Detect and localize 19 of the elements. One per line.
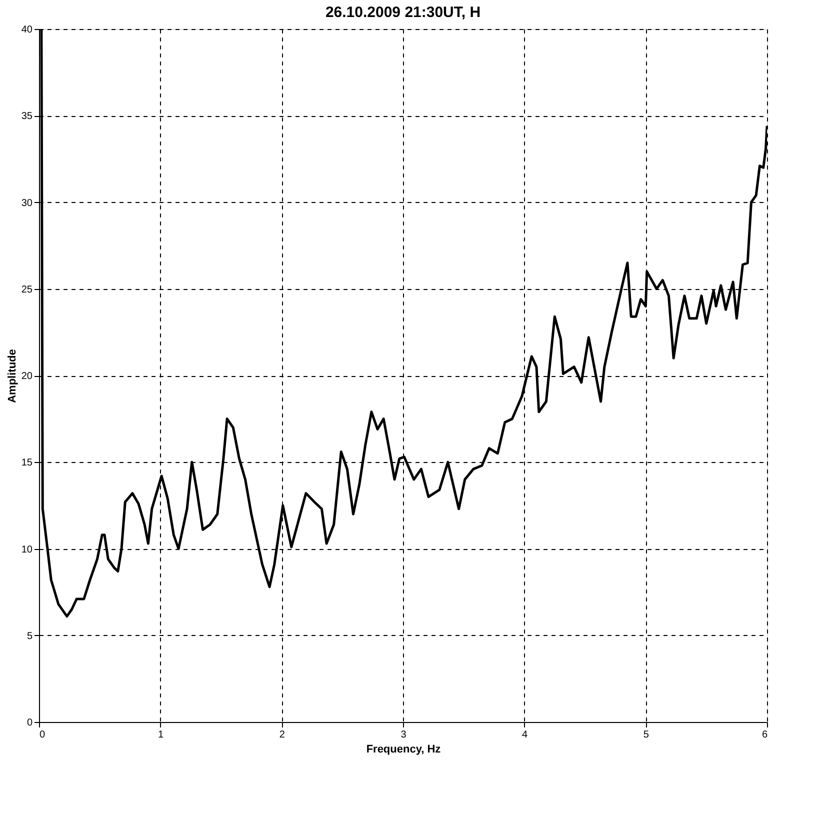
y-tick-label: 0 <box>26 718 33 728</box>
y-tick-label: 20 <box>21 371 33 382</box>
x-axis-title: Frequency, Hz <box>366 744 442 756</box>
x-tick-label: 0 <box>40 730 46 740</box>
y-tick-label: 5 <box>26 630 33 642</box>
y-tick-label: 25 <box>21 284 33 296</box>
y-tick-label: 35 <box>21 111 33 122</box>
y-tick-label: 15 <box>21 458 33 469</box>
x-tick-label: 4 <box>522 730 528 740</box>
y-tick-label: 10 <box>21 544 33 556</box>
x-tick-label: 3 <box>400 730 407 740</box>
y-tick-label: 40 <box>21 24 33 36</box>
y-tick-label: 30 <box>21 198 33 209</box>
chart-title: 26.10.2009 21:30UT, H <box>325 4 481 21</box>
x-tick-label: 2 <box>279 730 286 740</box>
y-axis-title: Amplitude <box>6 349 18 403</box>
x-tick-label: 5 <box>643 730 650 740</box>
x-tick-label: 6 <box>762 730 768 740</box>
x-tick-label: 1 <box>158 730 164 740</box>
